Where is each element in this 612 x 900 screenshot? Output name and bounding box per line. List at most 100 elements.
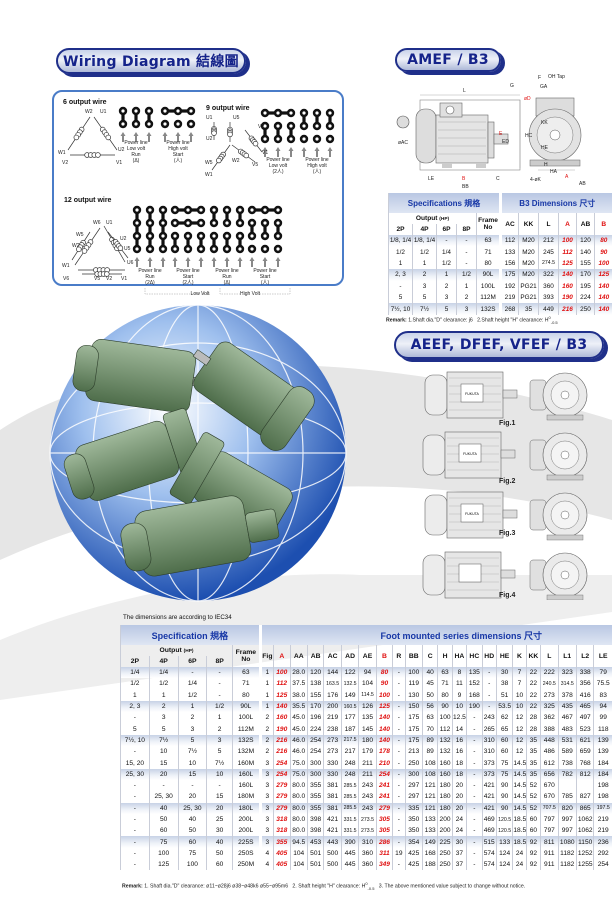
table-cell: 180L (231, 802, 261, 814)
table-cell: 80.0 (289, 825, 308, 837)
table-cell: 100L (475, 280, 501, 292)
table-cell: 160 (273, 712, 290, 724)
table-cell: 5 (206, 746, 233, 758)
table-row: 25, 30 20 15 10 160L 3 254 75.0 300 330 248 211 254-… (120, 768, 612, 780)
table-cell: 236 (593, 836, 612, 848)
table-cell: 268 (499, 303, 519, 315)
table-cell: 515 (481, 836, 497, 848)
motor-figure-4 (422, 551, 588, 600)
table-cell: 90L (475, 269, 501, 281)
remark-notice: 3. The above mentioned value subject to … (378, 883, 526, 890)
remark-label: Remark: (386, 317, 407, 324)
terminal-block (170, 205, 206, 267)
table-cell: 225S (231, 836, 261, 848)
table-cell: - (466, 746, 483, 758)
table-cell: 140 (594, 291, 612, 304)
table-cell (575, 779, 594, 792)
power-line-label: Power line (305, 157, 329, 163)
table-cell: - (120, 779, 150, 792)
table-cell: 5 (436, 303, 457, 315)
table-cell: 22 (525, 667, 541, 679)
table-cell: 175 (404, 723, 423, 735)
table-cell: 5 (177, 734, 207, 747)
table-cell: 133 (499, 246, 519, 258)
table-cell: 360 (538, 280, 559, 292)
power-line-label: (人) (173, 158, 183, 164)
table-cell: 310 (481, 746, 497, 758)
table-row: 1 1 1/2-80 156 M20 274.5 125 155 100 (388, 257, 612, 270)
table-cell: 2 (148, 700, 179, 713)
column-header-he: HE (495, 645, 513, 667)
table-cell: 177 (340, 712, 359, 724)
table-cell: 80.0 (289, 802, 308, 814)
table-cell: 286 (375, 836, 393, 848)
table-cell: 130 (404, 689, 423, 701)
table-cell: - (392, 678, 406, 690)
dimension-label-e: E (499, 131, 503, 137)
table-cell: 1182 (557, 847, 577, 860)
table-cell: 285.5 (340, 802, 359, 814)
table-cell: 621 (575, 734, 594, 747)
column-header-h: H (437, 645, 453, 667)
table-cell: 7½, 10 (388, 303, 413, 315)
column-header-ad: AD (340, 645, 359, 667)
table-cell: 18.5 (512, 825, 527, 837)
table-cell: - (436, 235, 457, 247)
table-cell: 1080 (557, 836, 577, 848)
table-cell: 2 (258, 746, 274, 758)
table-cell: 222 (540, 667, 559, 679)
table-cell: 51 (495, 689, 513, 701)
table-cell: 248 (340, 768, 359, 780)
table-cell: 60 (177, 836, 207, 848)
table-cell: 1 (120, 689, 150, 701)
table-cell: 195 (576, 280, 595, 292)
coil-label: W5 (76, 232, 84, 238)
table-cell: 250 (404, 757, 423, 769)
table-cell: - (120, 836, 150, 848)
table-cell: 300 (306, 768, 324, 780)
table-cell: 1/8, 1/4 (412, 235, 437, 247)
table-cell: 243 (481, 712, 497, 724)
table-cell: 35 (518, 303, 539, 315)
table-cell: 114.5 (358, 689, 377, 701)
table-cell: 20 (451, 779, 467, 792)
table-cell: 335 (404, 802, 423, 814)
table-cell: 11 (451, 678, 467, 690)
table-cell: 28 (525, 712, 541, 724)
table-cell: - (466, 734, 483, 747)
table-cell: 7 (512, 667, 527, 679)
table-cell: 330 (323, 768, 342, 780)
table-cell: 3 (206, 734, 233, 747)
coil-label: W6 (93, 220, 101, 226)
table-cell: 330 (323, 757, 342, 769)
table-cell: 138 (306, 678, 324, 690)
power-line-label: (2Δ) (145, 280, 155, 286)
table-cell: 5 (120, 723, 150, 735)
table-cell: 122 (340, 667, 359, 679)
table-cell: PG21 (518, 280, 539, 292)
table-cell: 381 (323, 791, 342, 803)
table-cell: 63 (475, 235, 501, 247)
column-header-l: L (540, 645, 559, 667)
table-cell: 90 (495, 779, 513, 792)
table-cell: 656 (540, 768, 559, 780)
table-row: -75 60 40 225S 3 355 94.5 453 443 390 310 286-354 14… (120, 836, 612, 848)
table-cell: 216 (273, 734, 290, 747)
column-header-ab: AB (576, 213, 595, 235)
table-cell: 388 (540, 723, 559, 735)
table-cell: 241 (375, 791, 393, 803)
table-cell: 360 (358, 847, 377, 860)
table-cell: - (120, 859, 150, 871)
table-cell: 119 (404, 678, 423, 690)
table-cell: 132 (437, 734, 453, 747)
table-cell: 500 (323, 847, 342, 860)
table-cell: 197.5 (593, 802, 612, 814)
column-header-l2: L2 (575, 645, 594, 667)
twelve-wire-heading: 12 output wire (64, 197, 112, 204)
table-cell: 80 (594, 235, 612, 247)
table-cell: 18 (451, 757, 467, 769)
table-cell: 156 (499, 257, 519, 270)
table-cell: 63 (437, 667, 453, 679)
table-cell: 170 (306, 700, 324, 713)
wiring-diagram-title: Wiring Diagram 結線圖 (56, 48, 246, 74)
